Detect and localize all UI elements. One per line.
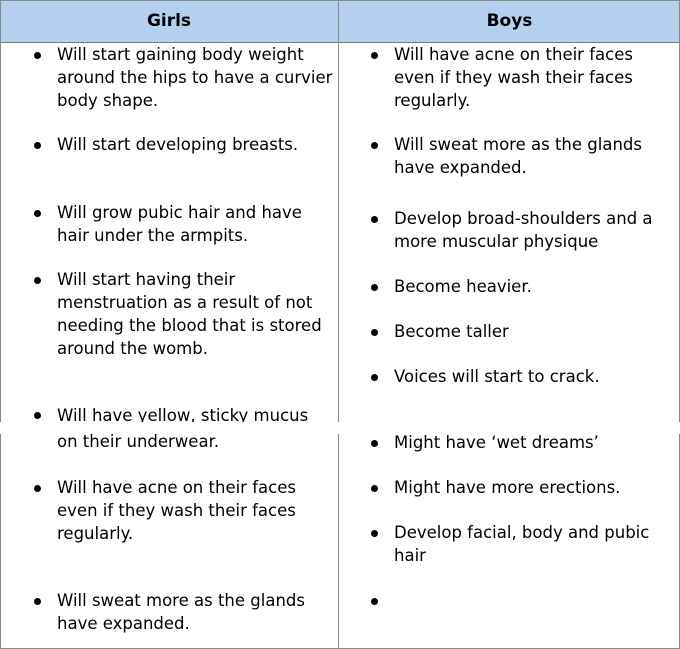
table-header-row: Girls Boys xyxy=(0,0,680,43)
bullet-icon xyxy=(371,216,378,223)
bullet-icon xyxy=(34,277,41,284)
bullet-icon xyxy=(371,374,378,381)
boys-item: Might have ‘wet dreams’ xyxy=(394,433,599,452)
bullet-icon xyxy=(34,598,41,605)
bullet-icon xyxy=(371,598,378,605)
girls-item: Will start having their menstruation as … xyxy=(57,270,322,358)
header-girls: Girls xyxy=(146,11,192,31)
page-break-gap xyxy=(0,422,680,434)
table-border-left xyxy=(0,0,1,649)
boys-item: Will have acne on their faces even if th… xyxy=(394,45,633,110)
boys-item: Become taller xyxy=(394,322,509,341)
column-divider xyxy=(338,0,339,649)
boys-item: Become heavier. xyxy=(394,277,532,296)
girls-item-continued: on their underwear. xyxy=(57,432,220,451)
bullet-icon xyxy=(371,329,378,336)
boys-item: Develop facial, body and pubic hair xyxy=(394,523,650,565)
girls-item: Will sweat more as the glands have expan… xyxy=(57,591,305,633)
bullet-icon xyxy=(371,440,378,447)
bullet-icon xyxy=(34,52,41,59)
girls-item: Will have acne on their faces even if th… xyxy=(57,478,296,543)
table-border-top xyxy=(0,0,680,1)
boys-item: Voices will start to crack. xyxy=(394,367,600,386)
girls-item: Will grow pubic hair and have hair under… xyxy=(57,203,302,245)
bullet-icon xyxy=(34,210,41,217)
girls-item: Will start developing breasts. xyxy=(57,135,299,154)
bullet-icon xyxy=(371,485,378,492)
girls-item: Will start gaining body weight around th… xyxy=(57,45,333,110)
bullet-icon xyxy=(371,284,378,291)
boys-item: Will sweat more as the glands have expan… xyxy=(394,135,642,177)
girls-item: Will have yellow, sticky mucus xyxy=(57,406,309,422)
bullet-icon xyxy=(371,142,378,149)
bullet-icon xyxy=(371,52,378,59)
bullet-icon xyxy=(34,412,41,419)
bullet-icon xyxy=(34,485,41,492)
boys-item: Develop broad-shoulders and a more muscu… xyxy=(394,209,653,251)
header-boys: Boys xyxy=(486,11,533,31)
boys-item: Might have more erections. xyxy=(394,478,621,497)
bullet-icon xyxy=(34,142,41,149)
bullet-icon xyxy=(371,530,378,537)
